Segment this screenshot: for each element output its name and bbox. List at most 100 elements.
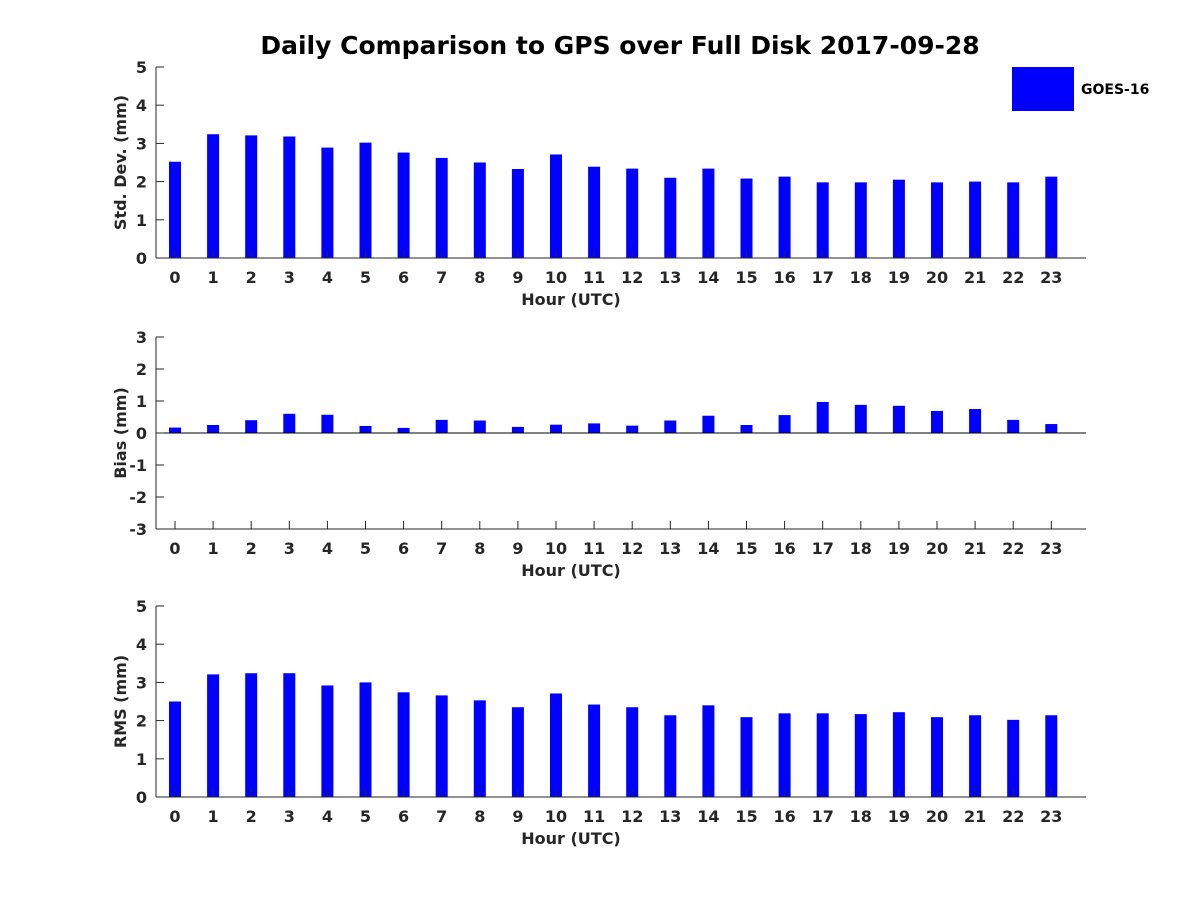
rms-ytick-label: 1 bbox=[136, 750, 147, 769]
rms-xtick-label: 6 bbox=[398, 807, 409, 826]
bias-xtick-label: 13 bbox=[659, 539, 681, 558]
bias-x-label: Hour (UTC) bbox=[521, 561, 621, 580]
bias-bar-20 bbox=[931, 410, 943, 433]
rms-bar-13 bbox=[664, 715, 677, 797]
rms-bar-1 bbox=[207, 674, 220, 797]
std-dev-bar-8 bbox=[473, 162, 486, 258]
bias-xtick-label: 12 bbox=[621, 539, 643, 558]
rms-bar-23 bbox=[1045, 715, 1058, 797]
std-dev-bar-14 bbox=[702, 168, 715, 258]
std-dev-xtick-label: 15 bbox=[735, 268, 757, 287]
std-dev-bar-1 bbox=[207, 134, 220, 258]
std-dev-xtick-label: 0 bbox=[169, 268, 180, 287]
bias-ytick-label: 1 bbox=[136, 392, 147, 411]
rms-xtick-label: 21 bbox=[964, 807, 986, 826]
std-dev-xtick-label: 1 bbox=[208, 268, 219, 287]
rms-bar-2 bbox=[245, 673, 258, 797]
rms-ytick-label: 4 bbox=[136, 635, 147, 654]
rms-xtick-label: 12 bbox=[621, 807, 643, 826]
bias-bar-19 bbox=[892, 405, 905, 433]
bias-bar-13 bbox=[664, 420, 677, 433]
rms-bar-9 bbox=[511, 707, 524, 797]
bias-bar-22 bbox=[1007, 419, 1020, 433]
std-dev-bar-2 bbox=[245, 135, 258, 258]
bias-xtick-label: 16 bbox=[773, 539, 795, 558]
bias-bar-23 bbox=[1045, 424, 1058, 433]
rms-y-label: RMS (mm) bbox=[111, 655, 130, 748]
bias-xtick-label: 18 bbox=[850, 539, 872, 558]
bias-bar-15 bbox=[740, 425, 753, 433]
rms-ytick-label: 0 bbox=[136, 788, 147, 807]
bias-xtick-label: 2 bbox=[246, 539, 257, 558]
bias-xtick-label: 11 bbox=[583, 539, 605, 558]
rms-bar-12 bbox=[626, 707, 639, 797]
std-dev-ytick-label: 4 bbox=[136, 96, 147, 115]
rms-bar-6 bbox=[397, 692, 410, 797]
bias-xtick-label: 14 bbox=[697, 539, 719, 558]
std-dev-bar-23 bbox=[1045, 176, 1058, 258]
bias-ytick-label: 3 bbox=[136, 328, 147, 347]
rms-bar-21 bbox=[969, 715, 982, 797]
std-dev-bar-20 bbox=[931, 182, 943, 258]
std-dev-bar-6 bbox=[397, 152, 410, 258]
rms-xtick-label: 7 bbox=[436, 807, 447, 826]
bias-xtick-label: 22 bbox=[1002, 539, 1024, 558]
bias-xtick-label: 5 bbox=[360, 539, 371, 558]
rms-bar-0 bbox=[169, 701, 181, 797]
bias-bar-17 bbox=[816, 401, 829, 433]
bias-xtick-label: 17 bbox=[812, 539, 834, 558]
rms-bar-18 bbox=[854, 714, 867, 797]
rms-bar-19 bbox=[892, 712, 905, 797]
std-dev-xtick-label: 9 bbox=[512, 268, 523, 287]
std-dev-bar-7 bbox=[435, 157, 448, 258]
bias-xtick-label: 4 bbox=[322, 539, 333, 558]
rms-bar-8 bbox=[473, 700, 486, 797]
rms-bar-17 bbox=[816, 713, 829, 797]
std-dev-xtick-label: 11 bbox=[583, 268, 605, 287]
std-dev-xtick-label: 22 bbox=[1002, 268, 1024, 287]
rms-xtick-label: 15 bbox=[735, 807, 757, 826]
std-dev-bar-16 bbox=[778, 176, 791, 258]
rms-x-label: Hour (UTC) bbox=[521, 829, 621, 848]
bias-bar-3 bbox=[283, 413, 296, 433]
std-dev-bar-17 bbox=[816, 182, 829, 258]
bias-y-label: Bias (mm) bbox=[111, 387, 130, 479]
rms-ytick-label: 3 bbox=[136, 673, 147, 692]
std-dev-ytick-label: 1 bbox=[136, 211, 147, 230]
chart-title: Daily Comparison to GPS over Full Disk 2… bbox=[260, 31, 979, 60]
rms-xtick-label: 23 bbox=[1040, 807, 1062, 826]
std-dev-xtick-label: 16 bbox=[773, 268, 795, 287]
std-dev-bar-19 bbox=[892, 179, 905, 258]
std-dev-xtick-label: 4 bbox=[322, 268, 333, 287]
std-dev-bar-0 bbox=[169, 161, 181, 258]
rms-bar-10 bbox=[550, 693, 562, 797]
bias-xtick-label: 15 bbox=[735, 539, 757, 558]
std-dev-xtick-label: 7 bbox=[436, 268, 447, 287]
bias-bar-4 bbox=[321, 414, 334, 433]
bias-xtick-label: 3 bbox=[284, 539, 295, 558]
std-dev-bar-22 bbox=[1007, 182, 1020, 258]
std-dev-xtick-label: 3 bbox=[284, 268, 295, 287]
rms-bar-4 bbox=[321, 685, 334, 797]
std-dev-ytick-label: 5 bbox=[136, 58, 147, 77]
std-dev-bar-12 bbox=[626, 168, 639, 258]
rms-bar-20 bbox=[931, 717, 943, 797]
bias-bar-9 bbox=[511, 426, 524, 433]
bias-bar-2 bbox=[245, 420, 258, 433]
std-dev-bar-10 bbox=[550, 154, 562, 258]
rms-xtick-label: 20 bbox=[926, 807, 948, 826]
bias-xtick-label: 23 bbox=[1040, 539, 1062, 558]
std-dev-xtick-label: 2 bbox=[246, 268, 257, 287]
rms-bar-5 bbox=[359, 682, 372, 797]
legend-swatch bbox=[1012, 67, 1074, 111]
std-dev-bar-15 bbox=[740, 178, 753, 258]
rms-xtick-label: 9 bbox=[512, 807, 523, 826]
std-dev-bar-5 bbox=[359, 142, 372, 258]
bias-xtick-label: 1 bbox=[208, 539, 219, 558]
std-dev-y-label: Std. Dev. (mm) bbox=[111, 95, 130, 230]
rms-xtick-label: 8 bbox=[474, 807, 485, 826]
std-dev-xtick-label: 18 bbox=[850, 268, 872, 287]
bias-xtick-label: 9 bbox=[512, 539, 523, 558]
rms-xtick-label: 0 bbox=[169, 807, 180, 826]
